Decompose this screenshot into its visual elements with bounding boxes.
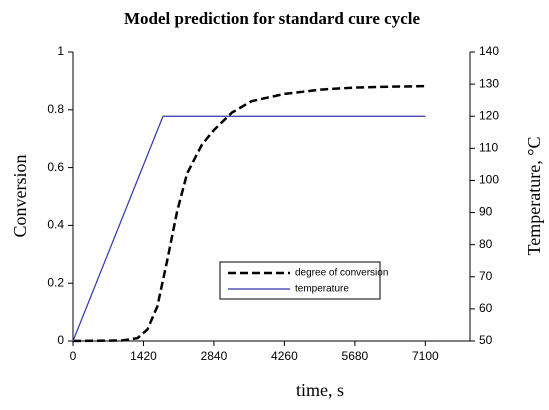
x-tick-label: 1420	[130, 349, 157, 363]
y-tick-label: 0.2	[47, 275, 64, 289]
y2-tick-label: 140	[479, 44, 499, 58]
y2-tick-label: 80	[479, 237, 493, 251]
chart-title: Model prediction for standard cure cycle	[124, 9, 421, 28]
x-tick-label: 7100	[412, 349, 439, 363]
x-tick-label: 0	[70, 349, 77, 363]
y2-tick-label: 70	[479, 269, 493, 283]
legend-box	[219, 261, 381, 300]
series-line	[72, 115, 426, 342]
y-tick-label: 0.8	[47, 102, 64, 116]
y2-tick-label: 100	[479, 173, 499, 187]
x-tick-label: 4260	[271, 349, 298, 363]
x-axis-label: time, s	[296, 380, 344, 400]
y-tick-label: 0.6	[47, 160, 64, 174]
y2-tick-label: 60	[479, 301, 493, 315]
y2-tick-label: 120	[479, 108, 499, 122]
x-tick-label: 2840	[201, 349, 228, 363]
y2-tick-label: 90	[479, 205, 493, 219]
legend-label: temperature	[295, 284, 349, 295]
y2-tick-label: 50	[479, 333, 493, 347]
legend-label: degree of conversion	[295, 268, 388, 279]
series-line	[72, 84, 426, 343]
y-tick-label: 1	[57, 44, 64, 58]
y2-tick-label: 130	[479, 76, 499, 90]
y-axis-label: Conversion	[10, 155, 30, 238]
y-tick-label: 0.4	[47, 218, 64, 232]
y2-tick-label: 110	[479, 141, 498, 155]
y-tick-label: 0	[57, 333, 64, 347]
x-tick-label: 5680	[342, 349, 369, 363]
y2-axis-label: Temperature, °C	[524, 137, 544, 256]
